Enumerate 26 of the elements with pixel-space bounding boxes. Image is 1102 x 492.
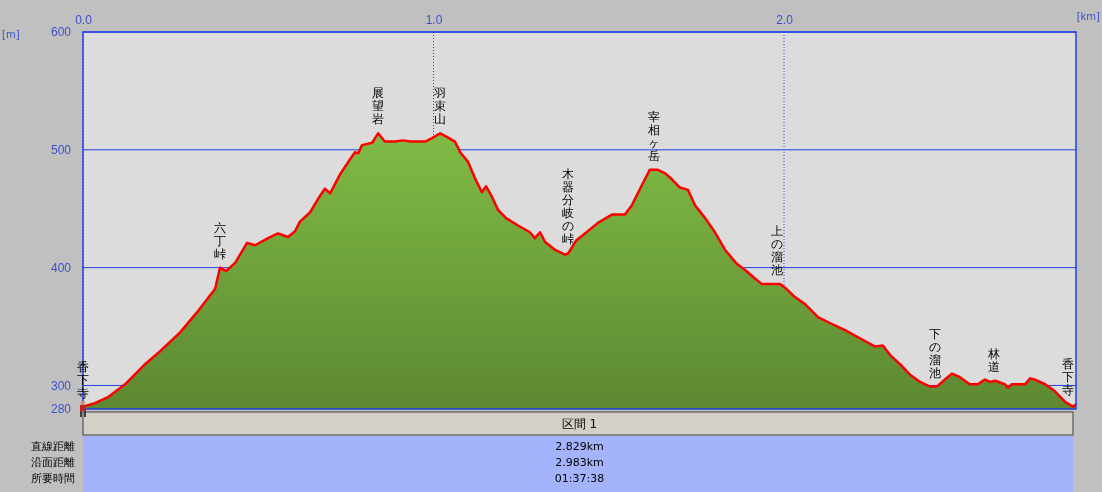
annotation: 林道 [987,346,1001,374]
y-tick-label: 280 [50,402,72,417]
y-tick-label: 600 [50,25,72,40]
annotation: 六丁峠 [214,220,227,261]
annotation: 香下寺 [1062,357,1074,398]
y-axis-title: [m] [2,29,20,40]
text: 区間 1 [561,417,598,431]
y-tick-label: 500 [50,143,72,158]
x-tick-label: 2.0 [776,13,794,27]
text: 2.983km [555,456,604,469]
text: 01:37:38 [554,472,605,485]
x-tick-label: 1.0 [425,13,443,27]
x-axis-title: [km] [1076,11,1101,22]
annotation: 木器分岐の峠 [562,167,575,247]
text: 沿面距離 [31,456,75,469]
annotation: 香下寺 [77,359,89,400]
annotation: 宰相ヶ岳 [648,109,661,163]
text: 直線距離 [31,440,75,453]
text: 2.829km [555,440,604,453]
annotation: 下の溜池 [928,326,941,380]
text: 所要時間 [31,472,75,485]
y-tick-label: 400 [50,260,72,275]
annotation: 羽束山 [433,86,447,127]
annotation: 展望岩 [372,86,385,127]
y-tick-label: 300 [50,378,72,393]
x-tick-label: 0.0 [75,13,93,27]
